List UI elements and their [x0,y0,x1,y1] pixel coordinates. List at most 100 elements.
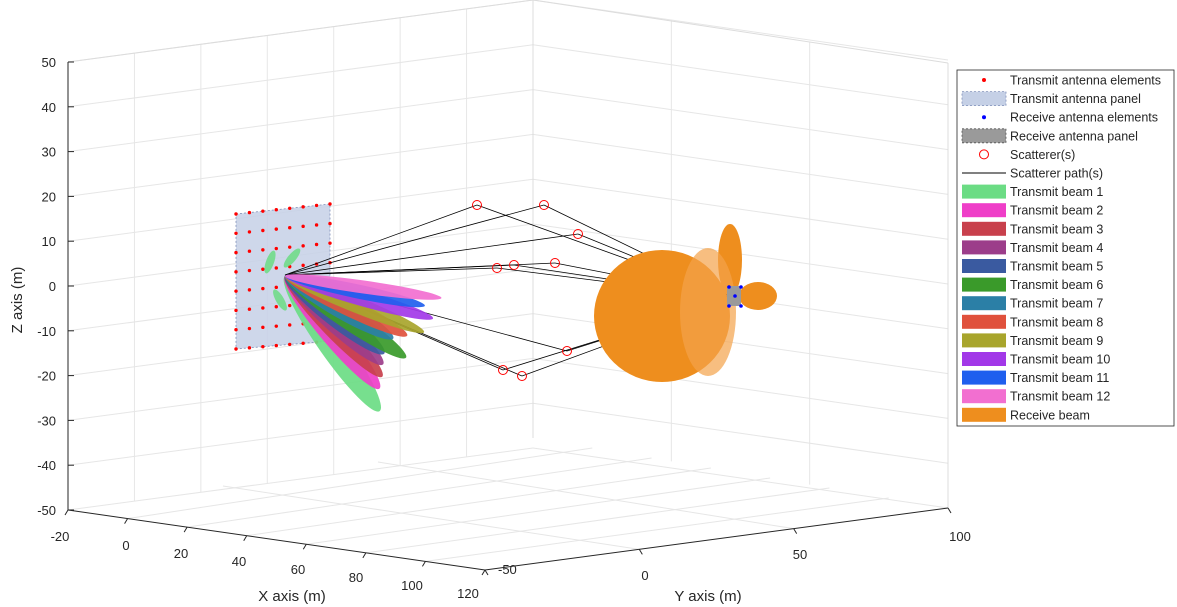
transmit-antenna-element [234,270,238,274]
scatterer [517,371,527,381]
scatterer [550,258,560,268]
transmit-antenna-element [234,308,238,313]
receive-antenna-element [727,285,731,289]
z-tick-label: -20 [37,369,56,384]
transmit-antenna-element [274,208,278,212]
legend-swatch [962,370,1006,385]
transmit-antenna-element [234,289,238,293]
receive-beam [594,224,777,382]
transmit-antenna-element [314,223,319,227]
transmit-antenna-element [234,250,238,255]
receive-antenna-elements [727,285,743,308]
legend-label: Transmit beam 4 [1010,241,1103,255]
transmit-antenna-element [274,285,278,290]
scatterers [472,200,583,381]
transmit-beams [264,248,442,412]
x-tick-label: 40 [232,554,246,569]
legend-label: Scatterer path(s) [1010,167,1103,181]
transmit-antenna-element [234,347,238,351]
legend-item: Transmit beam 4 [962,240,1103,255]
transmit-antenna-element [274,343,278,348]
x-tick-label: 120 [457,586,479,601]
transmit-antenna-element [274,246,278,251]
axes-grid [67,0,949,562]
legend-item: Transmit beam 7 [962,296,1103,311]
transmit-antenna-element [261,228,265,233]
transmit-antenna-element [234,231,238,235]
legend-label: Scatterer(s) [1010,148,1075,162]
z-tick-label: -10 [37,324,56,339]
receive-antenna-element [739,304,743,308]
x-tick-label: -20 [51,529,70,544]
y-tick-label: 0 [641,568,648,583]
y-axis-label: Y axis (m) [674,588,741,605]
z-tick-label: 10 [42,234,56,249]
legend-label: Receive antenna elements [1010,111,1158,125]
transmit-antenna-element [247,268,252,273]
transmit-antenna-element [261,248,265,252]
transmit-antenna-element [247,249,252,253]
z-tick-label: -30 [37,413,56,428]
transmit-beam-sidelobe [264,250,276,274]
scatterer [492,263,502,273]
scatterer [472,200,482,210]
transmit-antenna-element [274,305,278,309]
y-tick-label: 50 [793,547,807,562]
x-axis-label: X axis (m) [258,588,326,605]
transmit-antenna-element [261,325,265,330]
legend-swatch [961,91,1007,106]
legend-swatch [962,259,1006,273]
z-axis-label: Z axis (m) [9,267,26,334]
transmit-antenna-element [288,303,292,308]
legend-item: Transmit beam 12 [962,389,1110,404]
legend-swatch [982,115,986,120]
legend-item: Transmit antenna elements [982,74,1161,88]
legend-item: Transmit beam 3 [962,221,1103,236]
transmit-antenna-element [301,244,305,248]
legend-label: Transmit beam 10 [1010,353,1110,367]
legend-swatch [962,333,1006,348]
transmit-antenna-element [274,227,278,231]
legend-item: Receive antenna elements [982,111,1158,125]
legend-label: Transmit antenna elements [1010,74,1161,88]
legend-label: Transmit beam 9 [1010,334,1103,348]
transmit-antenna-element [328,202,332,206]
z-tick-label: 0 [49,279,56,294]
transmit-antenna-element [328,241,332,245]
receive-beam-lobe-right [739,282,777,310]
legend-item: Transmit beam 1 [962,184,1103,199]
transmit-antenna-element [261,286,265,291]
scatterer [573,229,583,239]
transmit-antenna-element [301,341,305,345]
legend-swatch [982,78,986,82]
transmit-antenna-element [288,245,292,249]
scatterer [498,365,508,375]
legend-label: Transmit beam 7 [1010,297,1103,311]
receive-antenna-element [733,294,737,298]
legend-item: Transmit antenna panel [961,91,1141,106]
legend-swatch [962,407,1006,422]
legend-swatch [962,389,1006,404]
transmit-antenna-element [301,205,305,209]
legend-label: Transmit beam 1 [1010,185,1103,199]
legend-item: Receive antenna panel [961,128,1138,143]
legend-item: Transmit beam 9 [962,333,1103,348]
x-tick-label: 20 [174,546,188,561]
legend-label: Receive beam [1010,408,1090,422]
legend-label: Transmit beam 6 [1010,278,1103,292]
transmit-antenna-element [247,307,252,311]
transmit-antenna-element [234,212,238,216]
transmit-antenna-element [301,263,305,268]
axes-box [67,0,949,510]
z-tick-label: 40 [42,100,56,115]
legend-item: Transmit beam 2 [962,203,1103,218]
transmit-antenna-element [274,324,278,328]
legend-item: Scatterer(s) [979,148,1075,162]
transmit-antenna-element [261,345,265,349]
y-tick-label: -50 [498,562,517,577]
transmit-antenna-element [247,326,252,331]
legend-swatch [962,221,1006,236]
legend-swatch [962,296,1006,311]
legend-item: Transmit beam 8 [962,314,1103,329]
